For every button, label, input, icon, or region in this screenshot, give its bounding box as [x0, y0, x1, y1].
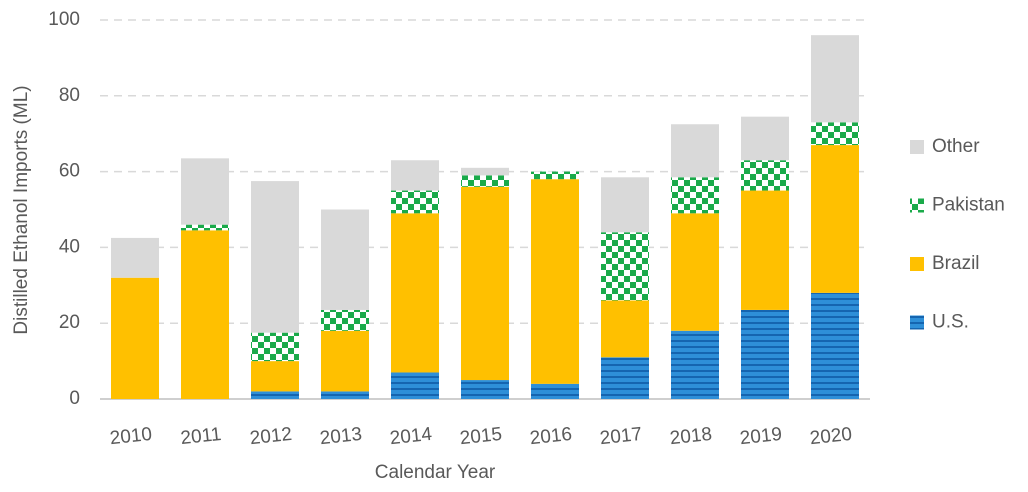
legend-label: Pakistan — [932, 195, 1005, 216]
x-tick-label: 2017 — [599, 424, 643, 449]
bar-segment — [391, 372, 439, 399]
legend-label: Brazil — [932, 253, 980, 274]
bar-segment — [111, 277, 159, 399]
bar-segment — [811, 145, 859, 293]
bar-segment — [811, 122, 859, 146]
y-tick-label: 40 — [59, 236, 80, 257]
bar-segment — [601, 300, 649, 358]
x-tick-label: 2014 — [389, 424, 434, 449]
bar-segment — [181, 230, 229, 399]
bar-segment — [741, 160, 789, 191]
bar-segment — [671, 177, 719, 214]
bar-segment — [391, 213, 439, 373]
y-tick-label: 60 — [59, 161, 80, 182]
x-tick-label: 2011 — [180, 424, 223, 449]
x-tick-label: 2018 — [669, 424, 713, 449]
bar-segment — [531, 383, 579, 399]
bar-segment — [741, 309, 789, 399]
bar-segment — [321, 330, 369, 392]
x-tick-label: 2012 — [249, 424, 293, 449]
bar-segment — [811, 292, 859, 399]
bar-segment — [601, 232, 649, 301]
bar-segment — [601, 177, 649, 233]
bar-segment — [181, 224, 229, 231]
legend-label: Other — [932, 136, 980, 157]
x-tick-label: 2016 — [529, 424, 573, 449]
legend-label: U.S. — [932, 312, 969, 333]
bar-segment — [531, 171, 579, 180]
x-tick-label: 2015 — [459, 424, 503, 449]
bar-segment — [671, 330, 719, 399]
x-tick-label: 2010 — [109, 424, 153, 449]
bar-segment — [531, 179, 579, 384]
x-tick-label: 2019 — [739, 424, 783, 449]
bar-segment — [321, 209, 369, 310]
bar-segment — [741, 190, 789, 310]
bar-segment — [181, 158, 229, 225]
x-tick-label: 2020 — [809, 424, 853, 449]
bar-segment — [671, 124, 719, 178]
bar-segment — [321, 391, 369, 399]
bar-segment — [251, 391, 299, 399]
bar-segment — [251, 332, 299, 362]
y-tick-label: 100 — [48, 9, 80, 30]
bar-segment — [671, 213, 719, 331]
bar-segment — [461, 167, 509, 176]
bar-segment — [111, 237, 159, 278]
y-tick-label: 0 — [69, 388, 80, 409]
bar-segment — [251, 181, 299, 333]
bar-segment — [391, 190, 439, 214]
bar-segment — [461, 175, 509, 187]
x-axis-title: Calendar Year — [375, 462, 496, 483]
y-axis-title: Distilled Ethanol Imports (ML) — [11, 85, 32, 334]
y-tick-label: 80 — [59, 85, 80, 106]
legend-swatch — [910, 257, 924, 271]
bar-segment — [741, 116, 789, 161]
x-tick-label: 2013 — [319, 424, 363, 449]
legend-swatch — [910, 198, 924, 213]
bar-segment — [321, 309, 369, 331]
y-tick-label: 20 — [59, 312, 80, 333]
bar-segment — [461, 186, 509, 381]
bar-segment — [601, 357, 649, 399]
legend-swatch — [910, 315, 924, 330]
bar-segment — [811, 35, 859, 123]
bar-segment — [391, 160, 439, 191]
legend-swatch — [910, 140, 924, 154]
bar-segment — [251, 361, 299, 392]
bar-segment — [461, 380, 509, 399]
